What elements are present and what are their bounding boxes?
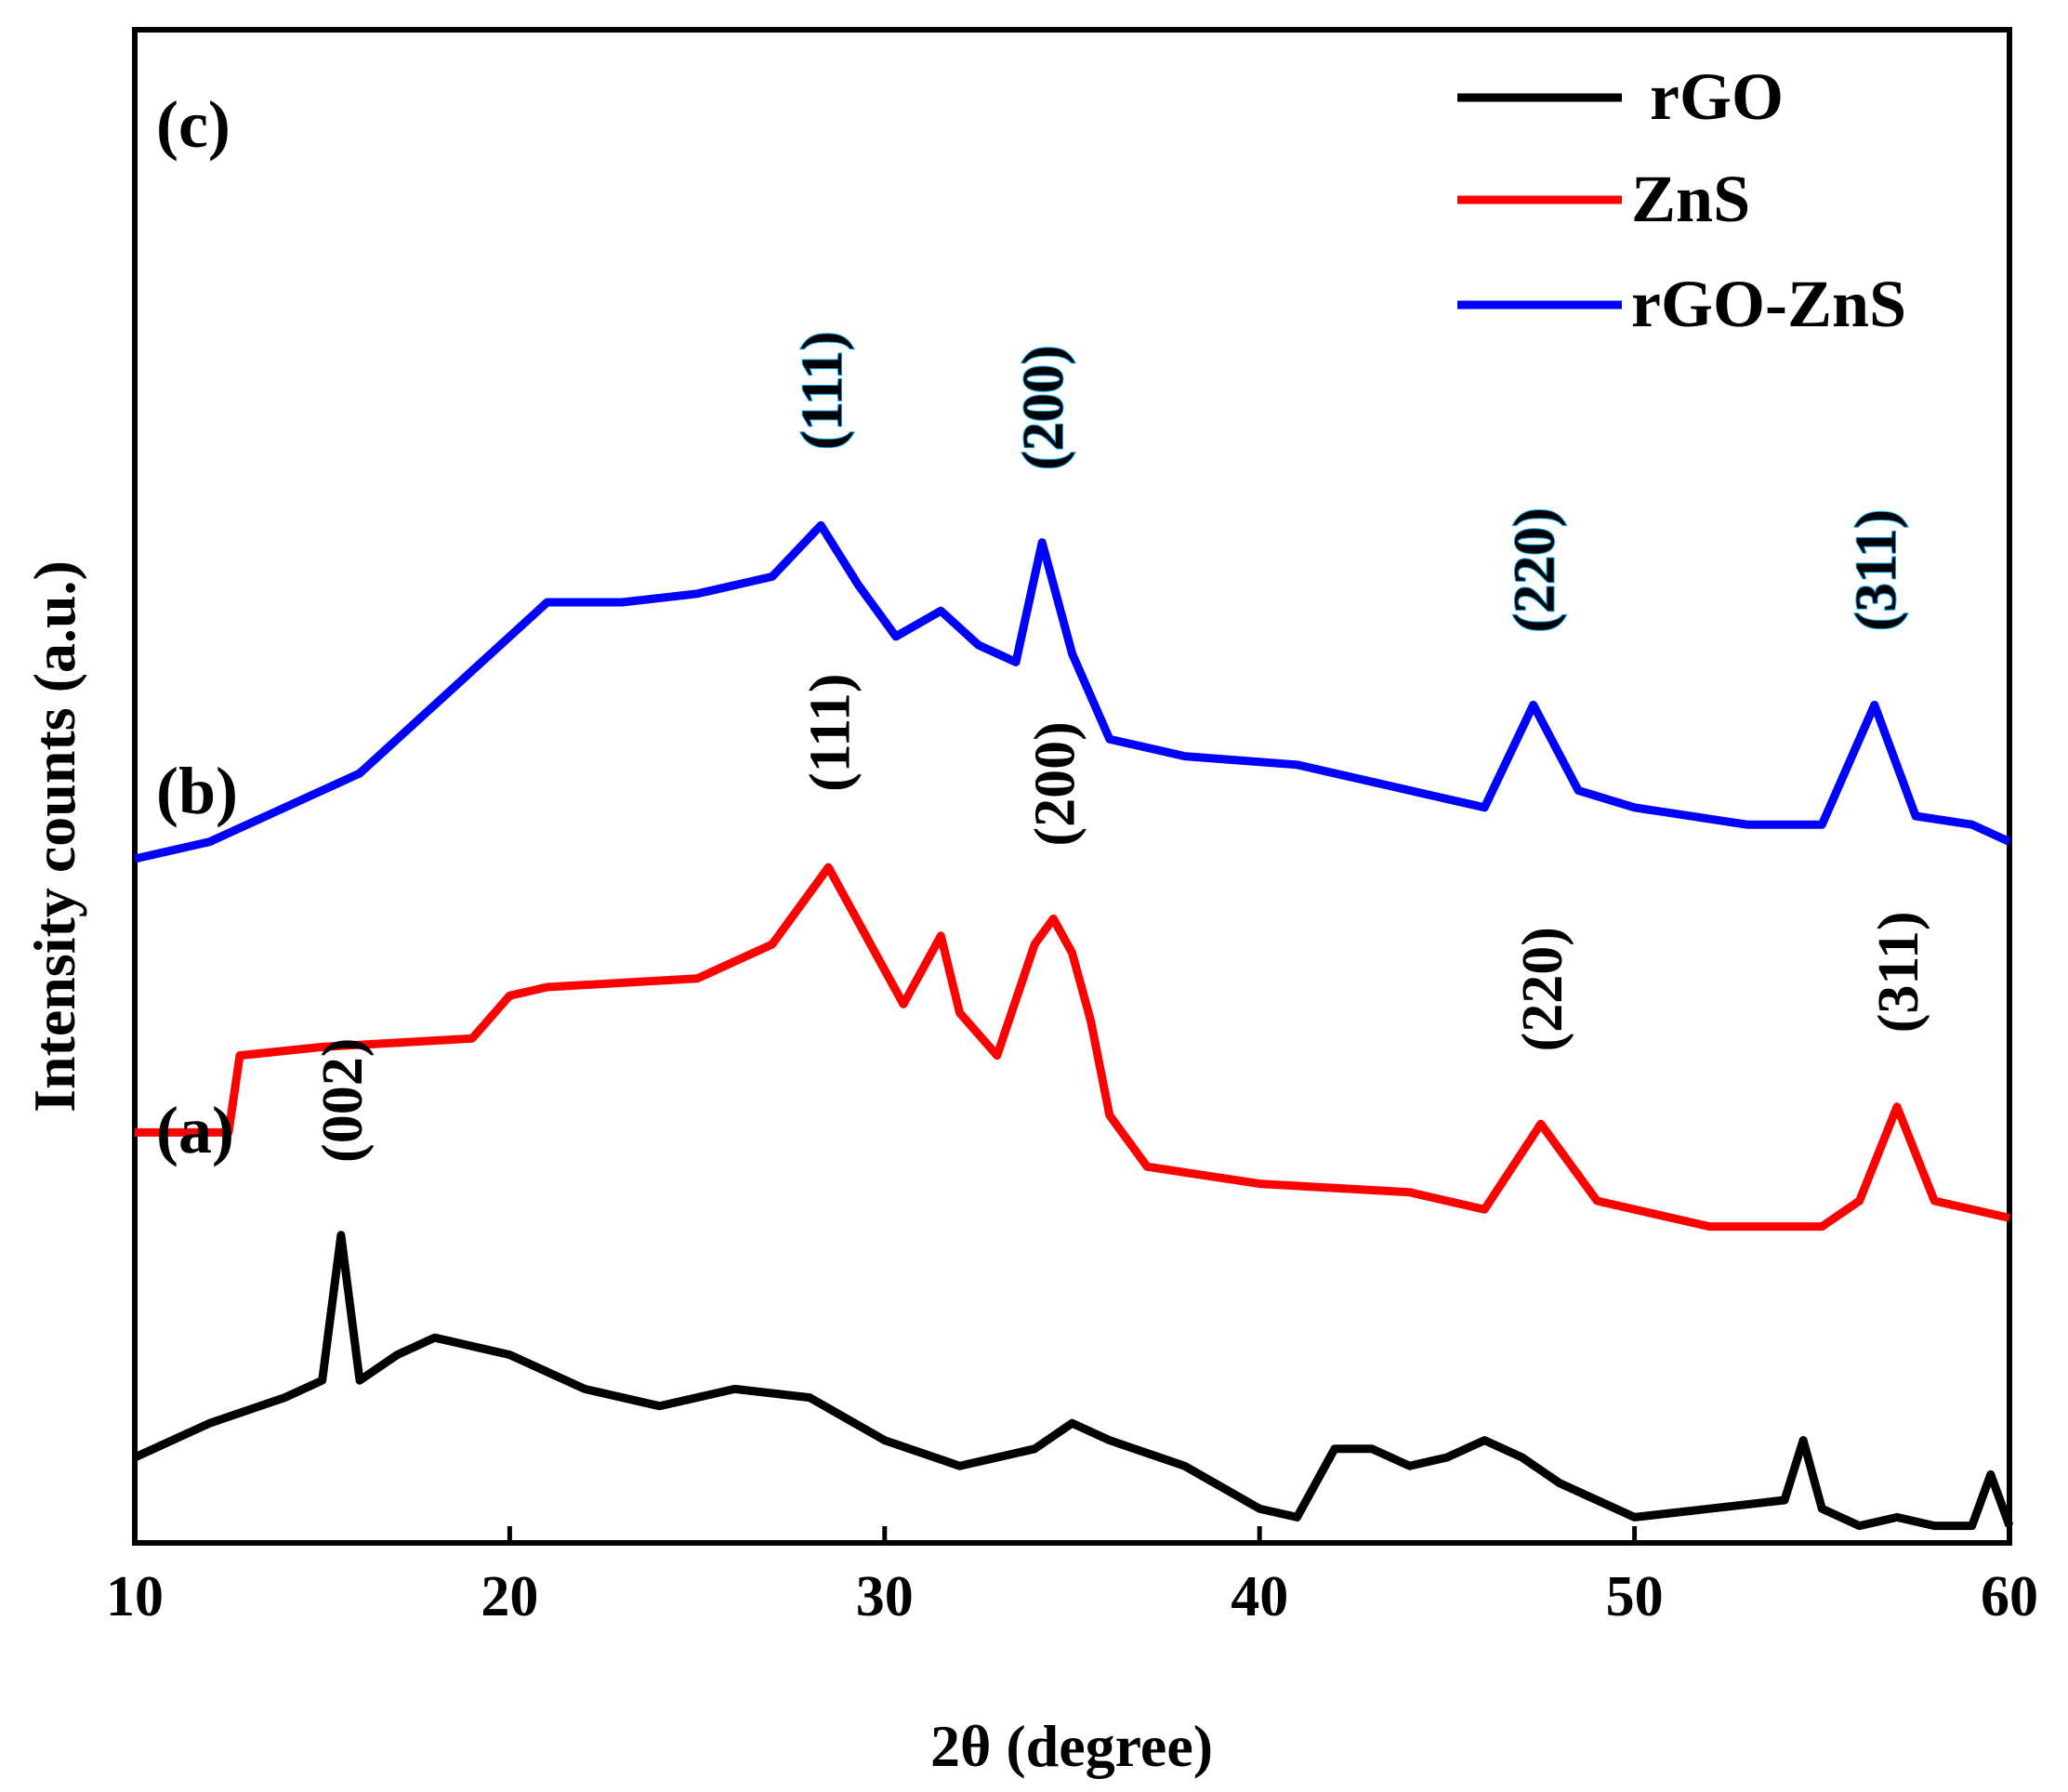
panel-label-a: (a) (156, 1093, 234, 1167)
peak-label-rgo-zns: (311) (1845, 509, 1908, 631)
peak-label-rgo: (002) (311, 1038, 375, 1163)
plot-frame (132, 27, 2012, 1546)
x-axis-title: 2θ (degree) (930, 1713, 1213, 1779)
peak-label-rgo-zns: (111) (791, 331, 854, 449)
peak-label-zns: (220) (1511, 927, 1574, 1051)
legend-label-rgo: rGO (1650, 59, 1784, 134)
x-tick-label: 40 (1231, 1565, 1288, 1628)
x-tick-label: 10 (106, 1565, 164, 1628)
x-tick-label: 60 (1981, 1565, 2038, 1628)
series-line-rgo (133, 1231, 2014, 1531)
legend: rGO ZnS rGO-ZnS (1457, 59, 1906, 341)
peak-label-zns: (200) (1023, 721, 1087, 846)
peak-annotations: (002) (111) (200) (220) (311) (111) (200) (220)… (311, 330, 1930, 1163)
x-axis-ticks: 10 20 30 40 50 60 (106, 1526, 2038, 1628)
x-tick-label: 50 (1606, 1565, 1664, 1628)
peak-label-zns: (311) (1867, 911, 1930, 1033)
x-tick-label: 30 (856, 1565, 914, 1628)
y-axis-title: Intensity counts (a.u.) (21, 560, 87, 1113)
panel-label-c: (c) (156, 87, 231, 162)
peak-label-rgo-zns: (200) (1012, 345, 1075, 469)
peak-label-zns: (111) (798, 673, 862, 791)
series-layer (133, 520, 2014, 1531)
panel-label-b: (b) (156, 754, 238, 828)
peak-label-rgo-zns: (220) (1504, 507, 1567, 632)
x-tick-label: 20 (481, 1565, 538, 1628)
legend-label-rgo-zns: rGO-ZnS (1631, 267, 1906, 341)
series-line-zns (135, 863, 2011, 1232)
legend-label-zns: ZnS (1631, 162, 1750, 236)
series-line-rgo-zns (133, 520, 2011, 863)
